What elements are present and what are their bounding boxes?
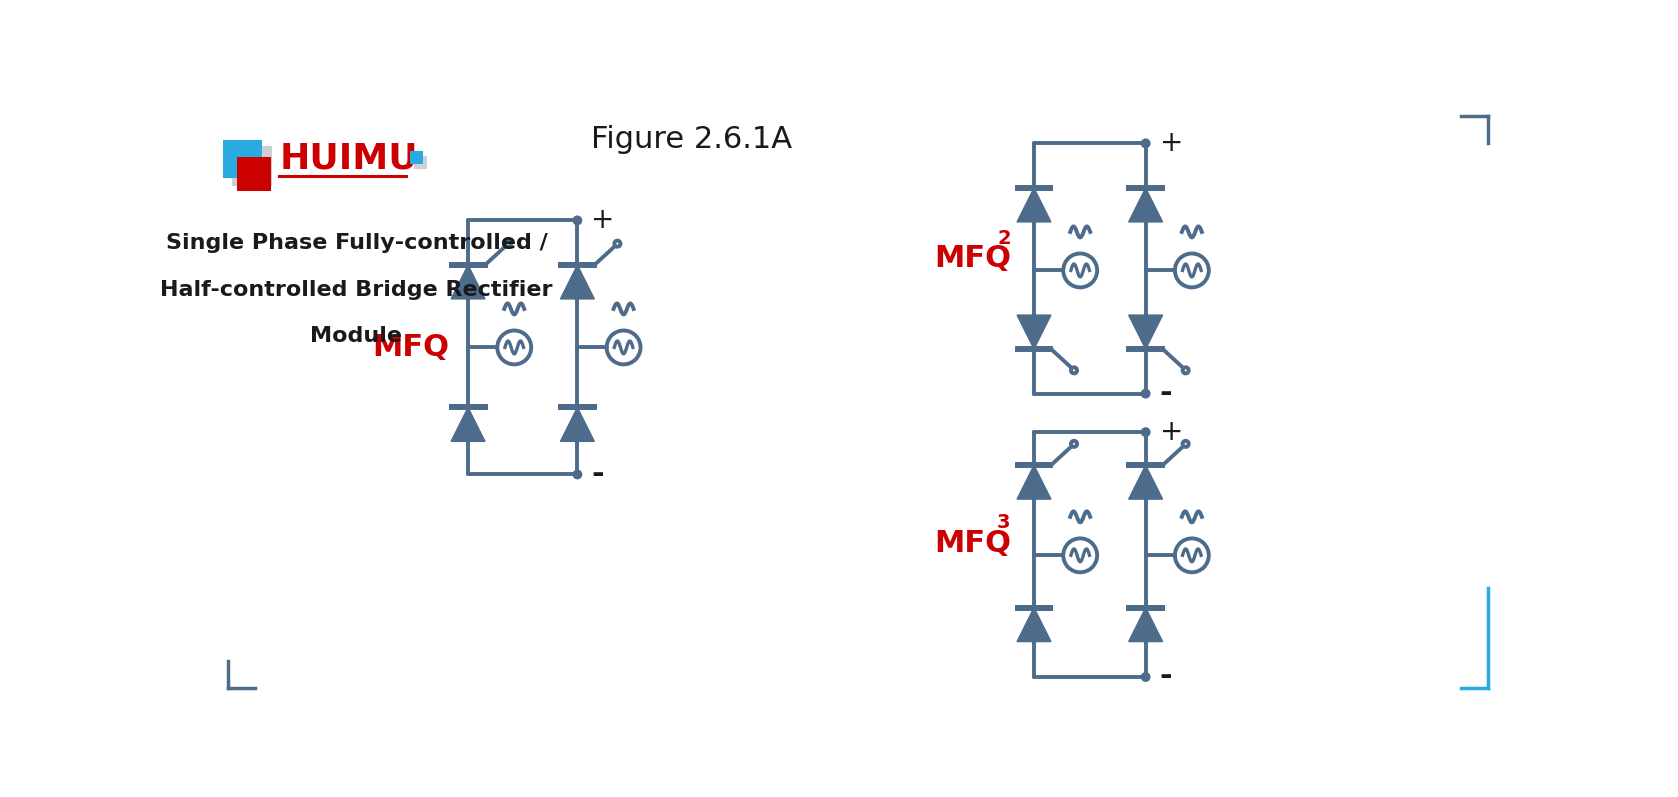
Text: -: -: [591, 460, 604, 489]
Circle shape: [1141, 428, 1149, 437]
Text: Half-controlled Bridge Rectifier: Half-controlled Bridge Rectifier: [159, 280, 552, 300]
Text: +: +: [1159, 129, 1183, 157]
FancyBboxPatch shape: [233, 146, 272, 186]
Text: -: -: [1159, 379, 1173, 408]
Text: 3: 3: [997, 513, 1010, 532]
Polygon shape: [1129, 607, 1163, 642]
Text: MFQ: MFQ: [373, 333, 448, 362]
Text: MFQ: MFQ: [935, 245, 1010, 273]
FancyBboxPatch shape: [414, 155, 428, 169]
Polygon shape: [1129, 465, 1163, 499]
Text: -: -: [1159, 662, 1173, 692]
Polygon shape: [1017, 607, 1050, 642]
Circle shape: [1141, 390, 1149, 398]
FancyBboxPatch shape: [237, 157, 270, 191]
Circle shape: [1141, 673, 1149, 681]
FancyBboxPatch shape: [223, 139, 262, 178]
Polygon shape: [451, 407, 485, 442]
Text: +: +: [591, 206, 614, 234]
Circle shape: [574, 216, 582, 225]
Polygon shape: [451, 265, 485, 299]
Circle shape: [574, 470, 582, 479]
Polygon shape: [1129, 315, 1163, 349]
Polygon shape: [1017, 315, 1050, 349]
Circle shape: [1141, 139, 1149, 147]
Text: +: +: [1159, 418, 1183, 446]
Text: Single Phase Fully-controlled /: Single Phase Fully-controlled /: [166, 234, 547, 253]
FancyBboxPatch shape: [409, 151, 423, 164]
Text: MFQ: MFQ: [935, 529, 1010, 558]
Polygon shape: [1017, 188, 1050, 222]
Polygon shape: [560, 265, 594, 299]
Polygon shape: [1129, 188, 1163, 222]
Text: Figure 2.6.1A: Figure 2.6.1A: [591, 125, 792, 154]
Polygon shape: [1017, 465, 1050, 499]
Text: HUIMU: HUIMU: [280, 141, 418, 175]
Text: 2: 2: [997, 229, 1010, 248]
Polygon shape: [560, 407, 594, 442]
Text: Module: Module: [310, 326, 403, 346]
